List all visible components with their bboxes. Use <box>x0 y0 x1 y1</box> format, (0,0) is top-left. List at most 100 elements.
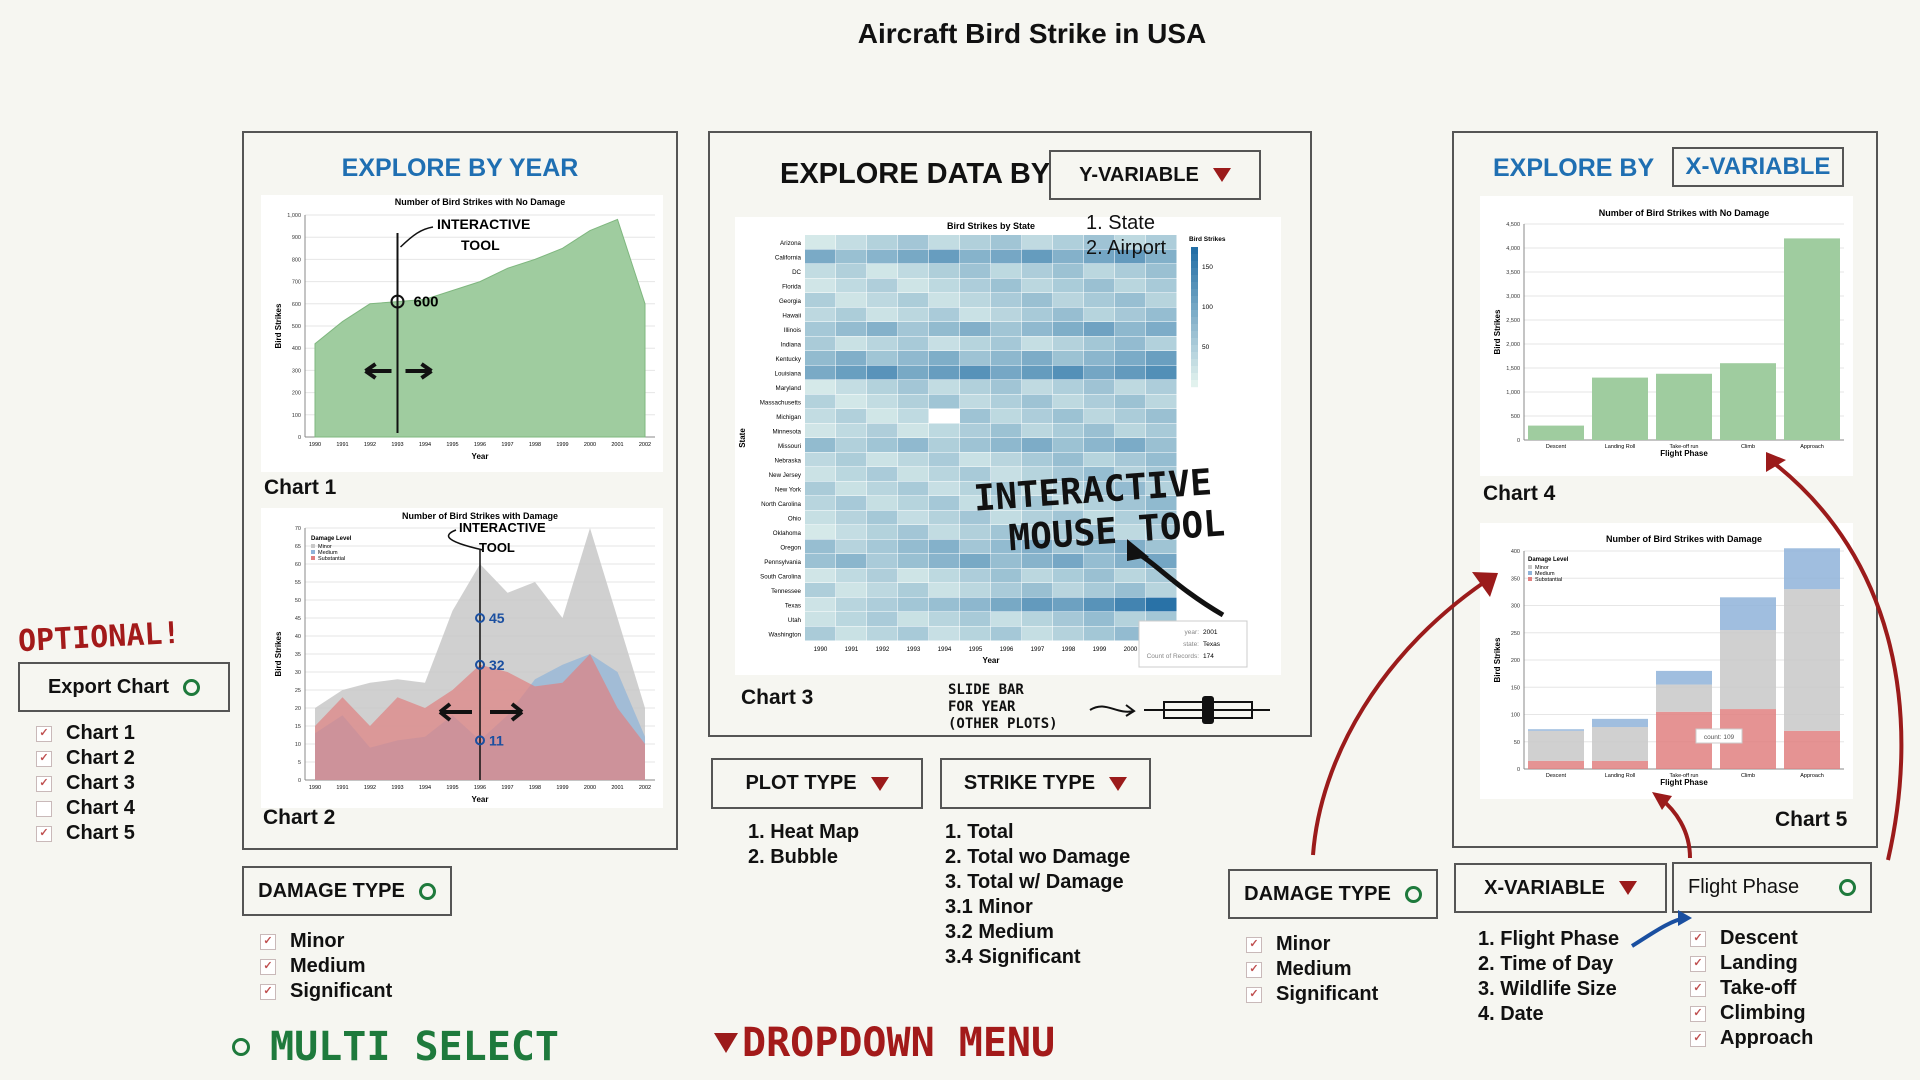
heatmap-cell <box>805 293 836 307</box>
chart2-svg[interactable]: Number of Bird Strikes with Damage 0 5 10 15… <box>261 508 663 808</box>
list-item[interactable]: ✓ Descent <box>1690 926 1813 951</box>
list-item[interactable]: ✓ Landing <box>1690 951 1813 976</box>
heatmap-cell <box>805 278 836 293</box>
chart3-container[interactable]: Bird Strikes by State Arizona California DC… <box>735 217 1281 675</box>
plot-option-bubble[interactable]: 2. Bubble <box>748 846 839 868</box>
flight-phase-options: ✓ Descent ✓ Landing ✓ Take-off ✓ Climbing ✓ Appro… <box>1690 926 1813 1051</box>
checkbox[interactable]: ✓ <box>260 933 276 950</box>
list-item[interactable]: ✓ Chart 1 <box>36 721 135 746</box>
strike-type-dropdown[interactable]: STRIKE TYPE <box>940 758 1151 809</box>
y-option-airport[interactable]: 2. Airport <box>1086 237 1167 259</box>
chart1-container[interactable]: Number of Bird Strikes with No Damage 0 10… <box>261 195 663 472</box>
option-minor[interactable]: ✓ Minor <box>260 929 392 954</box>
option-medium[interactable]: ✓ Medium <box>1246 957 1378 982</box>
y-variable-dropdown[interactable]: Y-VARIABLE <box>1049 150 1261 200</box>
heatmap-cell <box>1084 278 1115 293</box>
legend-swatch <box>311 544 315 548</box>
heatmap-cell <box>991 597 1022 612</box>
list-item[interactable]: ✓ Chart 3 <box>36 771 135 796</box>
heatmap-cell <box>929 510 960 525</box>
heatmap-cell <box>836 554 867 568</box>
y-option-state[interactable]: 1. State <box>1086 212 1155 234</box>
heatmap-cell <box>1115 336 1146 351</box>
mouse-tool-arrowhead <box>1127 539 1149 561</box>
heatmap-cell <box>805 496 836 510</box>
year-slider[interactable] <box>1086 690 1276 730</box>
checkbox[interactable]: ✓ <box>260 958 276 975</box>
heatmap-cell <box>1146 380 1177 394</box>
heatmap-cell <box>898 583 929 597</box>
option-medium[interactable]: ✓ Medium <box>260 954 392 979</box>
list-item[interactable]: 3.4 Significant <box>945 946 1081 968</box>
option-significant[interactable]: ✓ Significant <box>260 979 392 1004</box>
list-item[interactable]: 2. Time of Day <box>1478 953 1614 975</box>
damage-type-dropdown-left[interactable]: DAMAGE TYPE <box>242 866 452 916</box>
x-tick-label: 1992 <box>364 442 376 448</box>
list-item[interactable]: 1. Flight Phase <box>1478 928 1620 950</box>
list-item[interactable]: 3. Wildlife Size <box>1478 978 1617 1000</box>
x-variable-title-box[interactable]: X-VARIABLE <box>1672 147 1844 187</box>
list-item[interactable]: ✓ Take-off <box>1690 976 1813 1001</box>
y-tick-label: 40 <box>295 634 301 640</box>
chart5-svg[interactable]: Number of Bird Strikes with Damage 0 50 100… <box>1480 523 1853 799</box>
heatmap-cell <box>929 467 960 481</box>
list-item[interactable]: 1. Total <box>945 821 1014 843</box>
checkbox[interactable]: ✓ <box>1246 936 1262 953</box>
heatmap-cell <box>867 626 898 641</box>
y-tick-label: 0 <box>298 435 301 441</box>
list-item[interactable]: 3.2 Medium <box>945 921 1054 943</box>
heatmap-cell <box>991 336 1022 351</box>
list-item[interactable]: ✓ Climbing <box>1690 1001 1813 1026</box>
option-minor[interactable]: ✓ Minor <box>1246 932 1378 957</box>
legend-swatch <box>1528 565 1532 569</box>
chart3-svg[interactable]: Bird Strikes by State Arizona California DC… <box>735 217 1281 675</box>
checkbox[interactable]: ✓ <box>1690 955 1706 972</box>
chart5-container[interactable]: Number of Bird Strikes with Damage 0 50 100… <box>1480 523 1853 799</box>
chart-title: Number of Bird Strikes with No Damage <box>1599 208 1770 218</box>
checkbox[interactable]: ✓ <box>36 825 52 842</box>
chart1-svg[interactable]: Number of Bird Strikes with No Damage 0 10… <box>261 195 663 472</box>
plot-type-dropdown[interactable]: PLOT TYPE <box>711 758 923 809</box>
flight-phase-dropdown[interactable]: Flight Phase <box>1672 862 1872 913</box>
checkbox[interactable]: ✓ <box>1246 986 1262 1003</box>
chart4-container[interactable]: Number of Bird Strikes with No Damage 0 50… <box>1480 196 1853 476</box>
x-tick-label: 1998 <box>529 785 541 791</box>
checkbox[interactable]: ✓ <box>1690 1030 1706 1047</box>
legend-gradient <box>1191 310 1198 318</box>
checkbox[interactable] <box>36 800 52 817</box>
checkbox[interactable]: ✓ <box>36 775 52 792</box>
list-item[interactable]: ✓ Approach <box>1690 1026 1813 1051</box>
plot-option-heatmap[interactable]: 1. Heat Map <box>748 821 860 843</box>
legend-tick-label: 100 <box>1202 304 1213 311</box>
x-variable-dropdown[interactable]: X-VARIABLE <box>1454 863 1667 913</box>
checkbox[interactable]: ✓ <box>1690 980 1706 997</box>
list-item[interactable]: 3.1 Minor <box>945 896 1033 918</box>
checkbox[interactable]: ✓ <box>1690 1005 1706 1022</box>
list-item[interactable]: ✓ Chart 5 <box>36 821 135 846</box>
list-item[interactable]: ✓ Chart 2 <box>36 746 135 771</box>
option-significant[interactable]: ✓ Significant <box>1246 982 1378 1007</box>
checkbox[interactable]: ✓ <box>36 750 52 767</box>
list-item[interactable]: 4. Date <box>1478 1003 1544 1025</box>
checkbox[interactable]: ✓ <box>1246 961 1262 978</box>
bar-medium <box>1720 597 1776 631</box>
option-label: Take-off <box>1720 977 1797 999</box>
chart2-container[interactable]: Number of Bird Strikes with Damage 0 5 10 15… <box>261 508 663 808</box>
list-item[interactable]: 3. Total w/ Damage <box>945 871 1124 893</box>
heatmap-cell <box>1115 568 1146 583</box>
checkbox[interactable]: ✓ <box>1690 930 1706 947</box>
chart4-svg[interactable]: Number of Bird Strikes with No Damage 0 50… <box>1480 196 1853 476</box>
checkbox[interactable]: ✓ <box>36 725 52 742</box>
damage-type-dropdown-right[interactable]: DAMAGE TYPE <box>1228 869 1438 919</box>
x-tick-label: 1995 <box>446 442 458 448</box>
export-chart-button[interactable]: Export Chart <box>18 662 230 712</box>
list-item[interactable]: Chart 4 <box>36 796 135 821</box>
checkbox[interactable]: ✓ <box>260 983 276 1000</box>
legend-tick-label: 50 <box>1202 344 1210 351</box>
heatmap-cell <box>1146 510 1177 525</box>
list-item[interactable]: 2. Total wo Damage <box>945 846 1131 868</box>
bar-medium <box>1656 670 1712 685</box>
heatmap-cell <box>1053 481 1084 496</box>
slider-note-arrowhead <box>1125 704 1136 717</box>
heatmap-cell <box>1146 278 1177 293</box>
